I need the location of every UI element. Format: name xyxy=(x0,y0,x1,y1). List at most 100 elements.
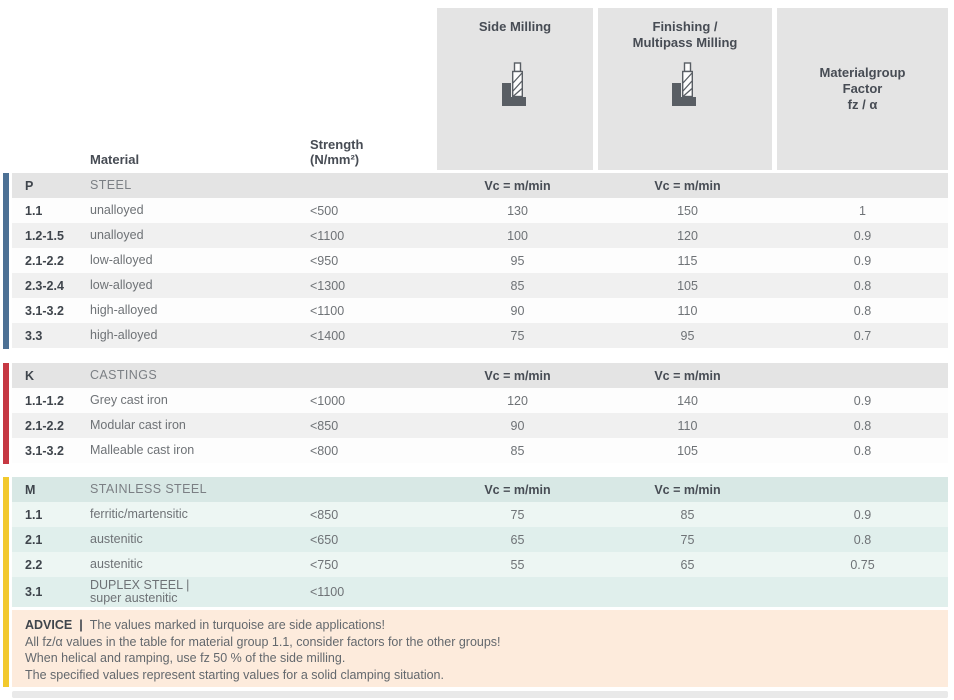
row-material: low-alloyed xyxy=(90,279,153,292)
row-side-milling-vc: 75 xyxy=(510,328,525,343)
table-row: 2.1-2.2 Modular cast iron <850 90 110 0.8 xyxy=(12,413,948,438)
section-bar-stainless xyxy=(3,477,9,687)
row-code: 2.2 xyxy=(25,557,43,572)
row-strength: <1100 xyxy=(310,228,345,243)
row-strength: <950 xyxy=(310,253,339,268)
advice-line: The specified values represent starting … xyxy=(25,667,444,682)
row-side-milling-vc: 85 xyxy=(510,278,525,293)
section-title: STEEL xyxy=(90,179,132,192)
row-material: unalloyed xyxy=(90,229,144,242)
row-strength: <1000 xyxy=(310,393,346,408)
row-finishing-vc: 120 xyxy=(677,228,698,243)
row-strength: <1100 xyxy=(310,303,345,318)
row-factor: 0.8 xyxy=(853,532,872,547)
row-strength: <750 xyxy=(310,557,339,572)
row-side-milling-vc: 65 xyxy=(510,532,525,547)
advice-line: All fz/α values in the table for materia… xyxy=(25,634,501,649)
section-bar-steel xyxy=(3,173,9,349)
advice-label: ADVICE xyxy=(25,618,73,632)
section-code: K xyxy=(25,368,35,383)
material-section-p: P STEEL Vc = m/min Vc = m/min 1.1 unalloyed <5… xyxy=(12,173,948,348)
column-header-finishing-multipass: Finishing / Multipass Milling xyxy=(598,8,772,170)
row-side-milling-vc: 100 xyxy=(507,228,528,243)
table-row: 2.1-2.2 low-alloyed <950 95 115 0.9 xyxy=(12,248,948,273)
row-strength: <1300 xyxy=(310,278,346,293)
section-header-row: K CASTINGS Vc = m/min Vc = m/min xyxy=(12,363,948,388)
side-milling-title: Side Milling xyxy=(478,19,552,34)
row-factor: 0.9 xyxy=(853,507,872,522)
row-material: Malleable cast iron xyxy=(90,444,195,457)
advice-line: When helical and ramping, use fz 50 % of… xyxy=(25,651,346,665)
row-finishing-vc: 110 xyxy=(677,418,698,433)
row-material: Grey cast iron xyxy=(90,394,168,407)
row-factor: 1 xyxy=(859,203,866,218)
row-strength: <800 xyxy=(310,443,339,458)
row-factor: 0.9 xyxy=(853,253,872,268)
advice-box: ADVICE | The values marked in turquoise ar… xyxy=(12,610,948,687)
row-material: high-alloyed xyxy=(90,329,158,342)
row-factor: 0.75 xyxy=(850,557,875,572)
row-factor: 0.8 xyxy=(853,418,872,433)
table-row: 3.1-3.2 high-alloyed <1100 90 110 0.8 xyxy=(12,298,948,323)
row-material: ferritic/martensitic xyxy=(90,508,188,521)
end-mill-side-milling-icon xyxy=(500,60,530,116)
vc-unit-label: Vc = m/min xyxy=(484,178,551,193)
material-section-k: K CASTINGS Vc = m/min Vc = m/min 1.1-1.2 Grey… xyxy=(12,363,948,463)
row-finishing-vc: 85 xyxy=(680,507,695,522)
row-material: low-alloyed xyxy=(90,254,153,267)
row-strength: <850 xyxy=(310,507,339,522)
row-side-milling-vc: 95 xyxy=(510,253,525,268)
row-code: 2.1 xyxy=(25,532,43,547)
row-code: 1.1 xyxy=(25,203,43,218)
row-strength: <500 xyxy=(310,203,339,218)
vc-unit-label: Vc = m/min xyxy=(654,368,721,383)
row-side-milling-vc: 85 xyxy=(510,443,525,458)
table-row: 3.1-3.2 Malleable cast iron <800 85 105 0.8 xyxy=(12,438,948,463)
row-factor: 0.8 xyxy=(853,443,872,458)
row-finishing-vc: 110 xyxy=(677,303,698,318)
row-factor: 0.9 xyxy=(853,393,872,408)
row-code: 3.1-3.2 xyxy=(25,443,64,458)
section-code: P xyxy=(25,178,34,193)
row-side-milling-vc: 130 xyxy=(507,203,528,218)
row-code: 2.3-2.4 xyxy=(25,278,64,293)
finishing-title: Finishing / Multipass Milling xyxy=(632,19,738,50)
next-section-edge xyxy=(12,691,948,698)
strength-column-label: Strength (N/mm²) xyxy=(310,137,364,167)
row-finishing-vc: 75 xyxy=(680,532,695,547)
advice-text: The values marked in turquoise are side … xyxy=(89,618,386,632)
row-strength: <1400 xyxy=(310,328,346,343)
row-material: DUPLEX STEEL | super austenitic xyxy=(90,579,190,605)
row-code: 3.3 xyxy=(25,328,43,343)
end-mill-finishing-icon xyxy=(670,60,700,116)
vc-unit-label: Vc = m/min xyxy=(654,482,721,497)
row-finishing-vc: 140 xyxy=(677,393,698,408)
row-side-milling-vc: 75 xyxy=(510,507,525,522)
row-side-milling-vc: 120 xyxy=(507,393,528,408)
material-section-m: M STAINLESS STEEL Vc = m/min Vc = m/min 1.1 f… xyxy=(12,477,948,607)
row-side-milling-vc: 55 xyxy=(510,557,525,572)
row-material: high-alloyed xyxy=(90,304,158,317)
row-code: 2.1-2.2 xyxy=(25,418,64,433)
row-code: 1.1-1.2 xyxy=(25,393,64,408)
table-row: 1.1 ferritic/martensitic <850 75 85 0.9 xyxy=(12,502,948,527)
row-code: 2.1-2.2 xyxy=(25,253,64,268)
row-side-milling-vc: 90 xyxy=(510,418,525,433)
materialgroup-factor-title: Materialgroup Factor fz / α xyxy=(819,65,906,112)
table-row: 1.1-1.2 Grey cast iron <1000 120 140 0.9 xyxy=(12,388,948,413)
row-code: 1.1 xyxy=(25,507,43,522)
table-row: 3.1 DUPLEX STEEL | super austenitic <1100 xyxy=(12,577,948,607)
vc-unit-label: Vc = m/min xyxy=(484,368,551,383)
row-finishing-vc: 105 xyxy=(677,443,698,458)
row-strength: <650 xyxy=(310,532,339,547)
row-factor: 0.7 xyxy=(853,328,872,343)
row-finishing-vc: 115 xyxy=(677,253,698,268)
row-code: 3.1-3.2 xyxy=(25,303,64,318)
row-material: austenitic xyxy=(90,558,143,571)
row-material: unalloyed xyxy=(90,204,144,217)
table-row: 2.3-2.4 low-alloyed <1300 85 105 0.8 xyxy=(12,273,948,298)
row-factor: 0.8 xyxy=(853,278,872,293)
row-finishing-vc: 95 xyxy=(680,328,695,343)
table-row: 1.2-1.5 unalloyed <1100 100 120 0.9 xyxy=(12,223,948,248)
section-header-row: P STEEL Vc = m/min Vc = m/min xyxy=(12,173,948,198)
